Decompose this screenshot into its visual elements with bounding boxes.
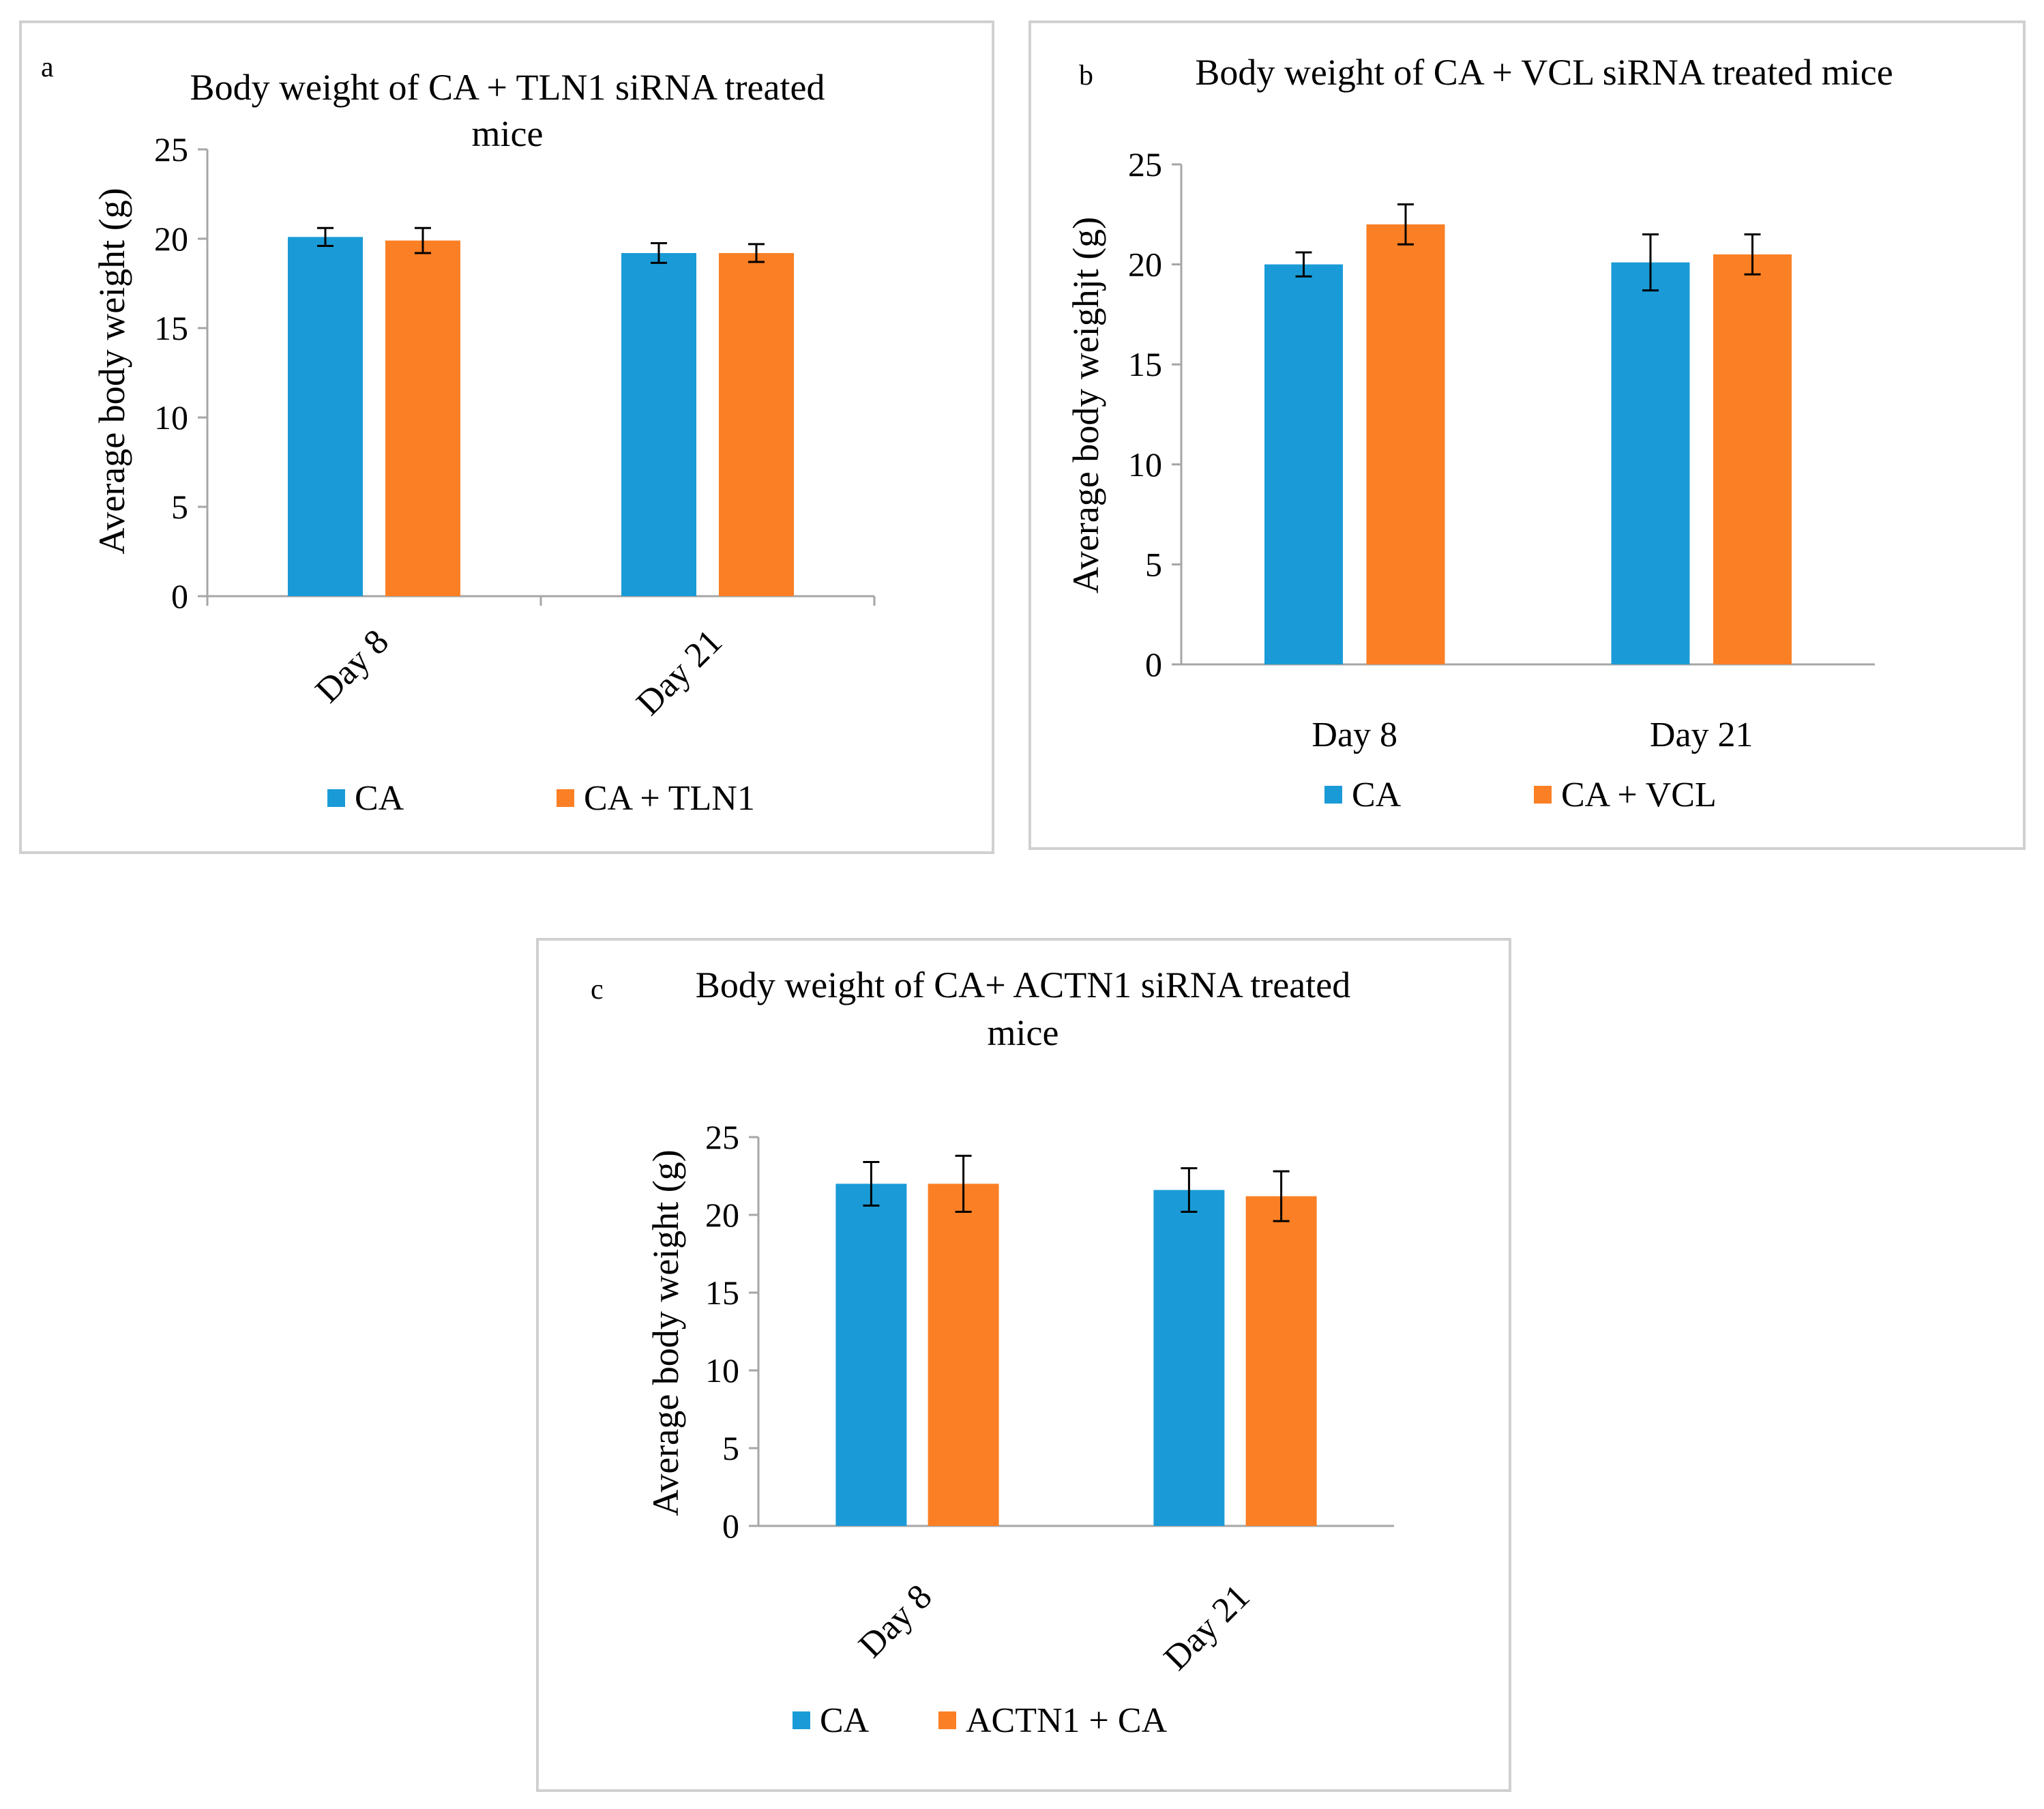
y-tick-label: 15 <box>705 1274 739 1312</box>
chart-title-line: Body weight of CA+ ACTN1 siRNA treated <box>696 965 1350 1005</box>
x-tick-label: Day 8 <box>1312 716 1397 754</box>
legend-swatch <box>938 1711 956 1729</box>
y-tick-label: 5 <box>1145 545 1162 583</box>
y-axis-label: Average body weighjt (g) <box>1065 217 1106 593</box>
bar <box>1713 254 1792 664</box>
y-tick-label: 15 <box>154 309 188 347</box>
x-tick-label: Day 21 <box>629 622 730 723</box>
y-axis-label: Average body weight (g) <box>91 188 132 554</box>
chart-panel-b: b Body weight of CA + VCL siRNA treated m… <box>1028 20 2026 850</box>
legend-label: CA <box>820 1701 870 1740</box>
chart-b: b Body weight of CA + VCL siRNA treated m… <box>1065 52 1893 814</box>
y-tick-label: 0 <box>722 1507 739 1545</box>
legend-label: ACTN1 + CA <box>966 1701 1168 1740</box>
panel-letter: c <box>591 974 604 1005</box>
legend-swatch <box>1324 786 1342 804</box>
x-tick-label: Day 8 <box>308 622 396 710</box>
y-tick-label: 5 <box>722 1429 739 1467</box>
bar <box>1366 224 1445 665</box>
bar <box>719 252 794 596</box>
bar <box>1264 264 1343 665</box>
chart-title-line: Body weight of CA + VCL siRNA treated mi… <box>1195 52 1893 93</box>
chart-c: c Body weight of CA+ ACTN1 siRNA treated m… <box>591 965 1394 1740</box>
legend-label: CA + TLN1 <box>584 779 755 818</box>
bar <box>928 1183 999 1526</box>
y-tick-label: 0 <box>171 577 188 615</box>
y-tick-label: 10 <box>705 1351 739 1389</box>
y-tick-label: 10 <box>1128 445 1162 484</box>
y-tick-label: 25 <box>154 130 188 168</box>
y-tick-label: 20 <box>1128 246 1162 284</box>
legend-swatch <box>557 789 574 807</box>
legend-swatch <box>1534 786 1552 804</box>
y-axis-label: Average body weight (g) <box>645 1149 686 1516</box>
bar <box>385 240 460 596</box>
chart-panel-a: a Body weight of CA + TLN1 siRNA treated m… <box>19 20 994 854</box>
y-tick-label: 20 <box>705 1196 739 1234</box>
chart-title-line: mice <box>472 113 544 154</box>
y-tick-label: 20 <box>154 220 188 258</box>
chart-panel-c: c Body weight of CA+ ACTN1 siRNA treated m… <box>536 938 1511 1792</box>
x-tick-label: Day 21 <box>1650 716 1753 754</box>
legend-label: CA <box>355 779 404 818</box>
bar <box>288 237 363 596</box>
y-tick-label: 0 <box>1145 645 1162 683</box>
y-tick-label: 10 <box>154 398 188 437</box>
chart-title-line: Body weight of CA + TLN1 siRNA treated <box>190 67 825 108</box>
y-tick-label: 15 <box>1128 345 1162 383</box>
x-tick-label: Day 21 <box>1157 1577 1258 1678</box>
legend-label: CA <box>1352 776 1402 814</box>
panel-letter: a <box>41 52 54 83</box>
y-tick-label: 25 <box>1128 145 1162 183</box>
bar <box>835 1183 907 1526</box>
panel-letter: b <box>1079 60 1093 91</box>
bar <box>1611 262 1690 665</box>
legend-swatch <box>327 789 345 807</box>
bar <box>621 252 696 596</box>
legend-label: CA + VCL <box>1561 776 1717 814</box>
y-tick-label: 25 <box>705 1118 739 1156</box>
chart-title-line: mice <box>988 1012 1059 1053</box>
y-tick-label: 5 <box>171 488 188 526</box>
x-tick-label: Day 8 <box>851 1577 939 1665</box>
bar <box>1153 1190 1225 1526</box>
bar <box>1245 1196 1317 1526</box>
legend-swatch <box>793 1711 810 1729</box>
chart-a: a Body weight of CA + TLN1 siRNA treated m… <box>41 52 876 818</box>
